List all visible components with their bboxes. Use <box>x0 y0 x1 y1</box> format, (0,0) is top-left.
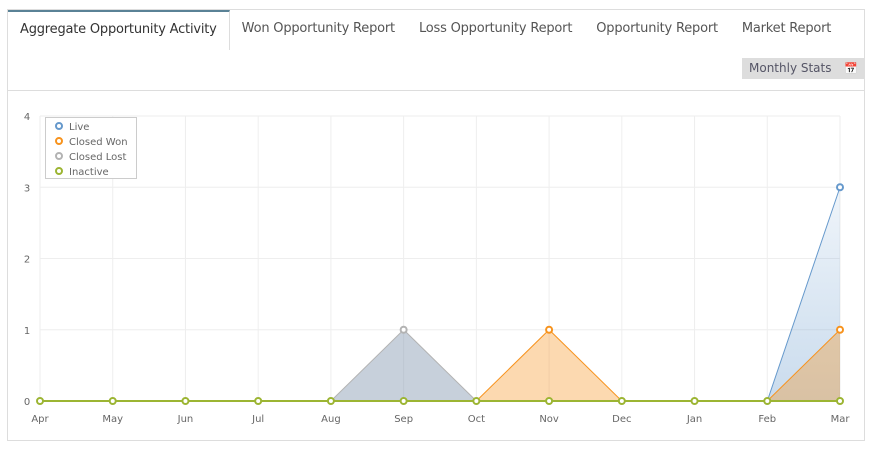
legend-label: Closed Won <box>69 137 128 148</box>
legend-label: Closed Lost <box>69 152 126 163</box>
point-inactive <box>181 397 190 405</box>
y-tick-label: 4 <box>24 112 30 123</box>
point-inactive <box>36 397 44 405</box>
y-tick-label: 3 <box>24 183 30 194</box>
x-tick-label: Mar <box>831 414 851 425</box>
point-closed-won <box>836 325 844 334</box>
y-tick-label: 1 <box>24 326 30 337</box>
tab-market-report[interactable]: Market Report <box>741 21 832 36</box>
monthly-stats-button[interactable]: Monthly Stats 📅 <box>742 58 864 79</box>
x-tick-label: Sep <box>394 414 413 425</box>
x-tick-label: Feb <box>758 414 776 425</box>
point-closed-lost <box>399 325 408 334</box>
x-tick-label: Aug <box>321 414 341 425</box>
point-inactive <box>617 397 626 405</box>
tab-bar: Aggregate Opportunity Activity Won Oppor… <box>8 10 843 50</box>
legend-marker-live <box>55 122 63 130</box>
monthly-stats-label: Monthly Stats <box>749 61 832 75</box>
tab-loss-opportunity-report[interactable]: Loss Opportunity Report <box>418 21 573 36</box>
point-live <box>836 183 844 192</box>
x-tick-label: Dec <box>612 414 631 425</box>
x-tick-label: Apr <box>31 414 49 425</box>
point-inactive <box>763 397 772 405</box>
point-inactive <box>472 397 481 405</box>
legend-label: Inactive <box>69 167 109 178</box>
x-tick-label: Nov <box>539 414 559 425</box>
point-closed-won <box>545 325 554 334</box>
point-inactive <box>836 397 844 405</box>
report-panel: Aggregate Opportunity Activity Won Oppor… <box>7 9 865 441</box>
x-tick-label: Jan <box>686 414 702 425</box>
x-tick-label: Oct <box>468 414 485 425</box>
legend-marker-closed-won <box>55 137 63 145</box>
point-inactive <box>108 397 117 405</box>
y-tick-label: 0 <box>24 397 30 408</box>
point-inactive <box>326 397 335 405</box>
calendar-icon: 📅 <box>844 62 858 75</box>
x-tick-label: May <box>102 414 123 425</box>
legend-label: Live <box>69 122 89 133</box>
legend-marker-closed-lost <box>55 152 63 160</box>
point-inactive <box>399 397 408 405</box>
tab-won-opportunity-report[interactable]: Won Opportunity Report <box>241 21 395 36</box>
divider <box>8 90 864 91</box>
tab-aggregate-opportunity-activity[interactable]: Aggregate Opportunity Activity <box>8 10 230 50</box>
x-tick-label: Jun <box>177 414 194 425</box>
legend-marker-inactive <box>55 167 63 175</box>
tab-opportunity-report[interactable]: Opportunity Report <box>596 21 718 36</box>
x-tick-label: Jul <box>251 414 264 425</box>
y-tick-label: 2 <box>24 255 30 266</box>
point-inactive <box>254 397 263 405</box>
point-inactive <box>690 397 699 405</box>
point-inactive <box>545 397 554 405</box>
